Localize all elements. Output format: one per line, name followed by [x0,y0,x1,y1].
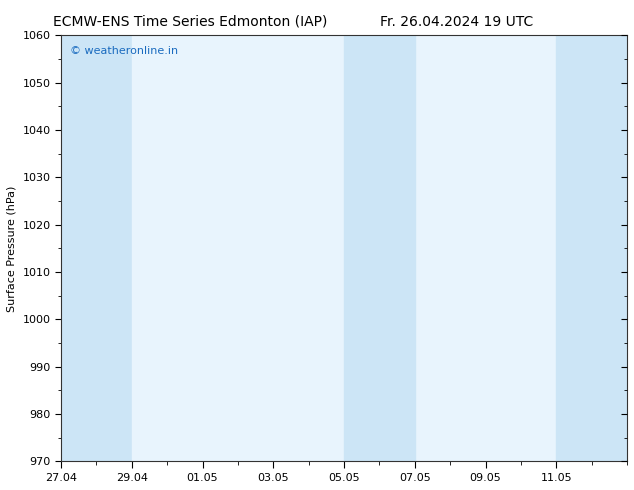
Bar [344,35,415,461]
Bar [132,35,202,461]
Bar [556,35,627,461]
Text: © weatheronline.in: © weatheronline.in [70,46,178,56]
Bar [61,35,132,461]
Text: Fr. 26.04.2024 19 UTC: Fr. 26.04.2024 19 UTC [380,15,533,29]
Text: ECMW-ENS Time Series Edmonton (IAP): ECMW-ENS Time Series Edmonton (IAP) [53,15,327,29]
Y-axis label: Surface Pressure (hPa): Surface Pressure (hPa) [7,185,17,312]
